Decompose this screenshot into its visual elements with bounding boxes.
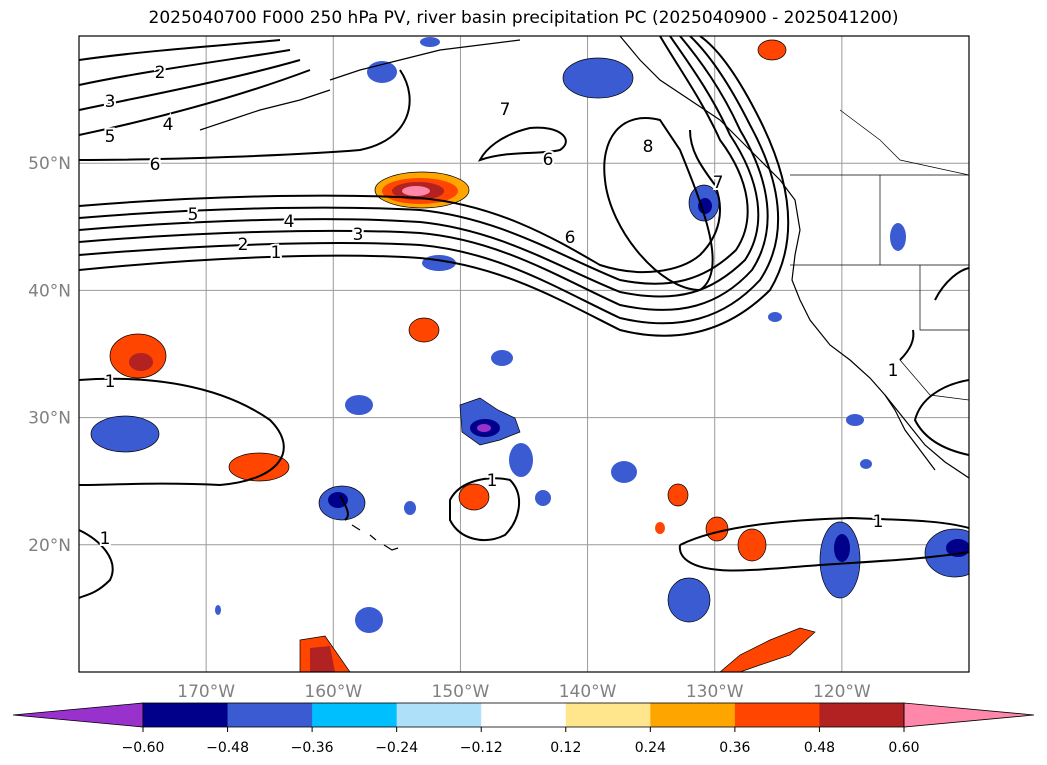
positive-anomaly-west [109,333,167,379]
longitude-labels: 170°W 160°W 150°W 140°W 130°W 120°W [177,682,871,702]
contour-label: 1 [487,471,498,491]
positive-anomaly [719,627,816,672]
pv-contour-labels: 2 3 5 4 6 7 6 8 7 5 4 3 6 2 1 1 1 1 1 1 [98,61,901,551]
positive-anomaly [705,516,729,542]
colorbar: −0.60 −0.48 −0.36 −0.24 −0.12 0.12 0.24 0.36 0.4… [12,702,1035,756]
contour-label: 3 [353,225,364,245]
negative-anomaly [860,459,872,469]
colorbar-tick-label: −0.48 [206,740,249,756]
colorbar-segment [396,703,482,727]
colorbar-tick-label: 0.36 [719,740,750,756]
colorbar-frame [142,702,905,728]
contour-label: 5 [188,205,199,225]
contour-label: 1 [873,512,884,532]
negative-anomaly [846,414,864,426]
negative-anomaly-east [819,521,861,599]
negative-anomaly [509,443,533,477]
colorbar-segment [819,703,905,727]
colorbar-segment [312,703,398,727]
positive-anomaly [667,483,689,507]
negative-anomaly [215,605,221,615]
contour-label: 7 [500,100,511,120]
negative-anomaly [535,490,551,506]
contour-label: 6 [543,150,554,170]
colorbar-segment [650,703,736,727]
gridlines [79,36,969,672]
map-frame [78,35,970,673]
negative-anomaly-central [459,397,521,446]
colorbar-segment [481,703,567,727]
colorbar-tick-label: −0.24 [375,740,418,756]
colorbar-segment [734,703,820,727]
latitude-label: 30°N [28,409,71,429]
colorbar-segment [227,703,313,727]
negative-anomaly [404,501,416,515]
contour-label: 4 [284,212,295,232]
contour-label: 2 [155,63,166,83]
contour-label: 6 [565,228,576,248]
latitude-label: 40°N [28,281,71,301]
negative-anomaly [90,415,160,453]
positive-anomaly-south [299,635,351,672]
plot-title: 2025040700 F000 250 hPa PV, river basin … [148,8,899,28]
contour-label: 1 [271,243,282,263]
positive-anomaly [737,528,767,562]
negative-anomaly-edge [924,528,969,578]
political-borders [790,109,969,401]
colorbar-extend-high [903,702,1035,728]
longitude-label: 170°W [177,682,235,702]
positive-anomaly [408,317,440,343]
longitude-label: 130°W [686,682,744,702]
longitude-label: 140°W [559,682,617,702]
negative-anomaly [562,57,634,99]
contour-label: 4 [163,115,174,135]
positive-anomaly [655,522,665,534]
contour-label: 1 [100,529,111,549]
contour-label: 3 [105,92,116,112]
longitude-label: 150°W [432,682,490,702]
positive-anomaly [228,452,290,482]
negative-anomaly-hawaii [318,485,366,521]
negative-anomaly [890,223,906,251]
negative-anomaly [420,37,440,47]
positive-anomaly [458,483,490,511]
pv-contours [79,36,969,599]
longitude-label: 120°W [813,682,871,702]
negative-anomaly [491,350,513,366]
contour-label: 8 [643,137,654,157]
colorbar-segment [565,703,651,727]
precip-anomaly-fields [90,37,969,672]
colorbar-tick-label: −0.60 [122,740,165,756]
colorbar-tick-label: 0.60 [888,740,919,756]
latitude-labels: 50°N 40°N 30°N 20°N [28,154,71,556]
colorbar-tick-label: 0.48 [804,740,835,756]
negative-anomaly [768,312,782,322]
longitude-label: 160°W [304,682,362,702]
colorbar-segment [143,703,229,727]
contour-label: 7 [713,173,724,193]
contour-label: 5 [105,127,116,147]
contour-label: 1 [105,372,116,392]
colorbar-tick-label: 0.24 [635,740,666,756]
contour-label: 1 [888,361,899,381]
colorbar-extend-low [12,702,144,728]
negative-anomaly [345,395,373,415]
positive-anomaly [757,39,787,61]
colorbar-tick-label: 0.12 [550,740,581,756]
colorbar-tick-label: −0.12 [460,740,503,756]
contour-label: 6 [150,155,161,175]
negative-anomaly [355,607,383,633]
negative-anomaly [611,461,637,483]
negative-anomaly [667,577,711,623]
contour-label: 2 [238,235,249,255]
colorbar-tick-label: −0.36 [291,740,334,756]
latitude-label: 20°N [28,536,71,556]
latitude-label: 50°N [28,154,71,174]
